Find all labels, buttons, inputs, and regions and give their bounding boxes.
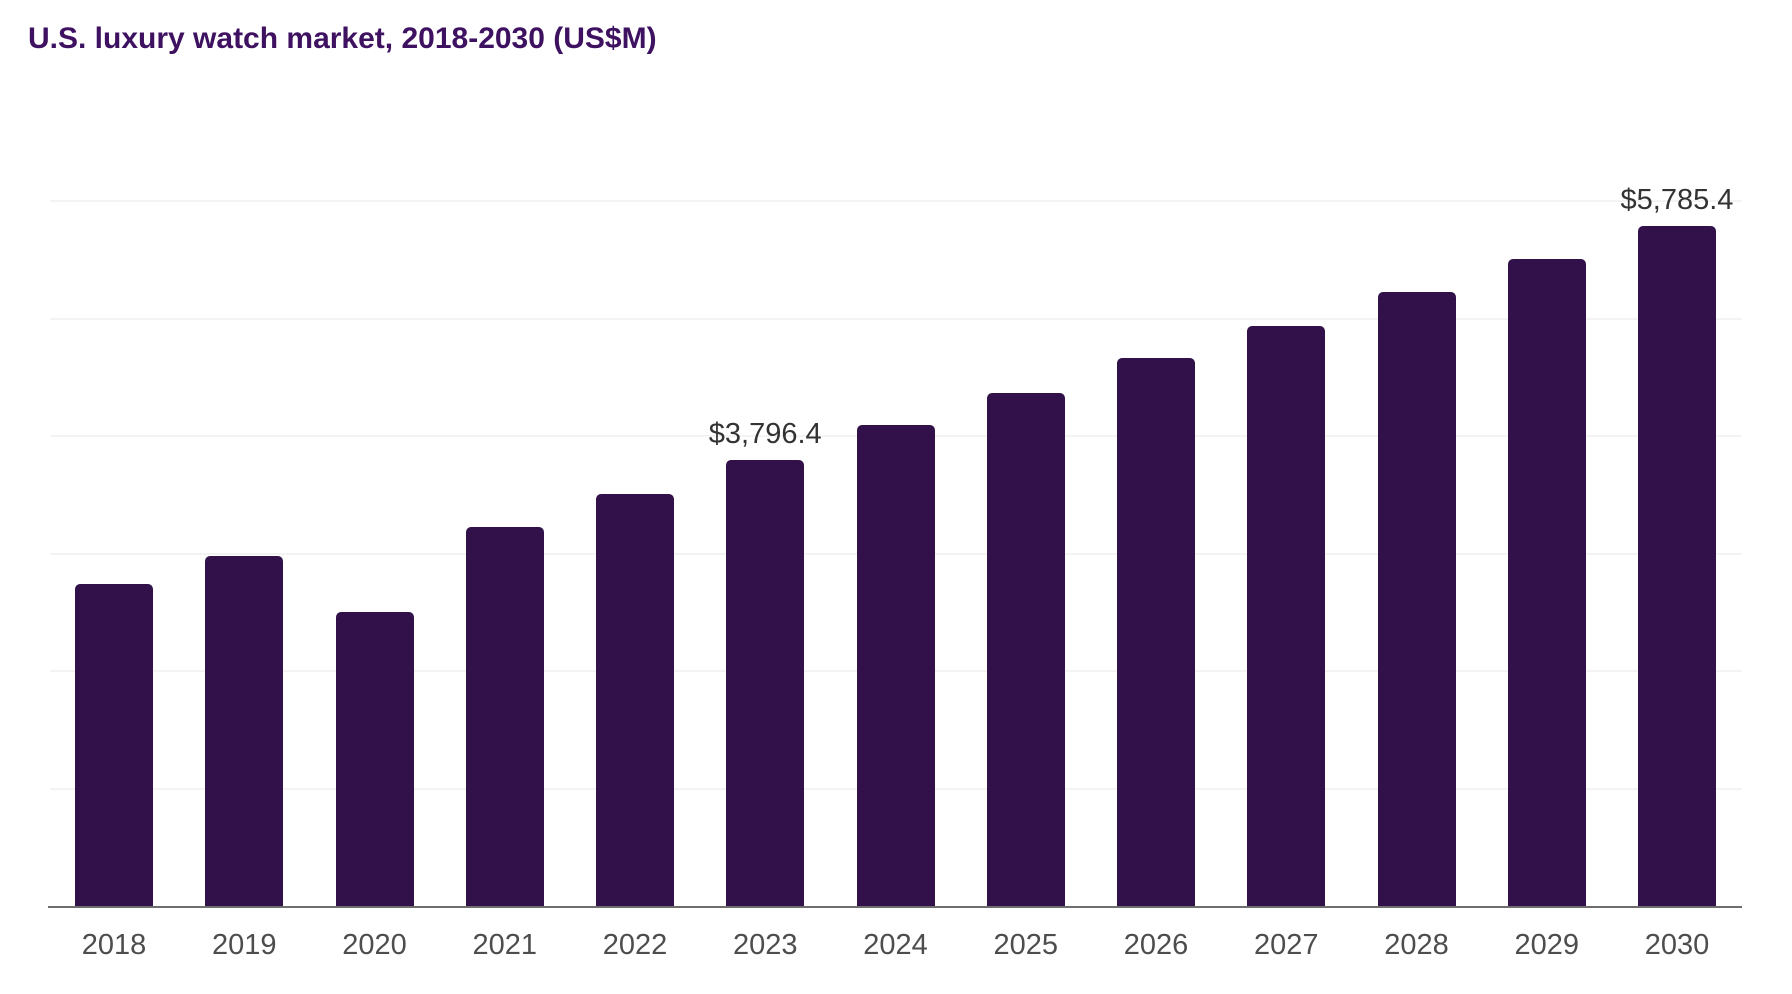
x-axis-label-2022: 2022 — [602, 929, 668, 961]
bar-column-2027: 2027 — [1247, 326, 1326, 961]
bar-column-2021: 2021 — [465, 527, 544, 961]
gridline-5000 — [50, 317, 1742, 320]
bar-column-2023: $3,796.4 2023 — [709, 418, 822, 961]
bar-column-2025: 2025 — [986, 392, 1065, 961]
x-axis-label-2029: 2029 — [1514, 929, 1580, 961]
x-axis-label-2030: 2030 — [1644, 929, 1710, 961]
bar-column-2030: $5,785.4 2030 — [1621, 184, 1734, 961]
bar-column-2024: 2024 — [856, 425, 935, 961]
bar-chart: 2018 2019 2020 2021 2022 $3,796.4 2023 2024 2025… — [48, 184, 1742, 961]
x-axis-label-2021: 2021 — [472, 929, 538, 961]
bar-2021 — [465, 527, 544, 906]
bar-2028 — [1377, 292, 1456, 906]
bar-2030 — [1638, 226, 1716, 906]
bar-2024 — [856, 425, 935, 906]
bar-2025 — [986, 392, 1065, 906]
x-axis-label-2027: 2027 — [1253, 929, 1319, 961]
bar-value-label-2023: $3,796.4 — [708, 417, 822, 450]
plot-area: 2018 2019 2020 2021 2022 $3,796.4 2023 2024 2025… — [48, 184, 1742, 961]
x-axis-label-2025: 2025 — [993, 929, 1059, 961]
bar-2029 — [1507, 258, 1586, 906]
bar-2018 — [75, 584, 153, 906]
bar-2023 — [726, 459, 805, 906]
chart-title: U.S. luxury watch market, 2018-2030 (US$… — [28, 22, 657, 55]
bar-2022 — [596, 494, 674, 906]
x-axis-label-2026: 2026 — [1123, 929, 1189, 961]
bar-2027 — [1247, 326, 1326, 906]
bar-column-2018: 2018 — [75, 584, 153, 961]
x-axis-label-2023: 2023 — [732, 929, 798, 961]
bar-2026 — [1117, 358, 1195, 906]
gridline-6000 — [50, 200, 1742, 202]
bar-2020 — [335, 612, 414, 906]
x-axis-label-2018: 2018 — [81, 929, 147, 961]
x-axis-label-2019: 2019 — [211, 929, 277, 961]
bar-column-2026: 2026 — [1117, 358, 1195, 961]
bar-column-2028: 2028 — [1377, 292, 1456, 961]
bar-2019 — [205, 555, 284, 906]
bar-column-2029: 2029 — [1507, 258, 1586, 961]
x-axis-label-2020: 2020 — [342, 929, 407, 961]
bar-column-2019: 2019 — [205, 555, 284, 961]
bar-value-label-2030: $5,785.4 — [1620, 184, 1734, 217]
x-axis-label-2024: 2024 — [863, 929, 928, 961]
x-axis-label-2028: 2028 — [1384, 929, 1449, 961]
bar-column-2020: 2020 — [335, 612, 414, 961]
bar-column-2022: 2022 — [596, 494, 674, 961]
